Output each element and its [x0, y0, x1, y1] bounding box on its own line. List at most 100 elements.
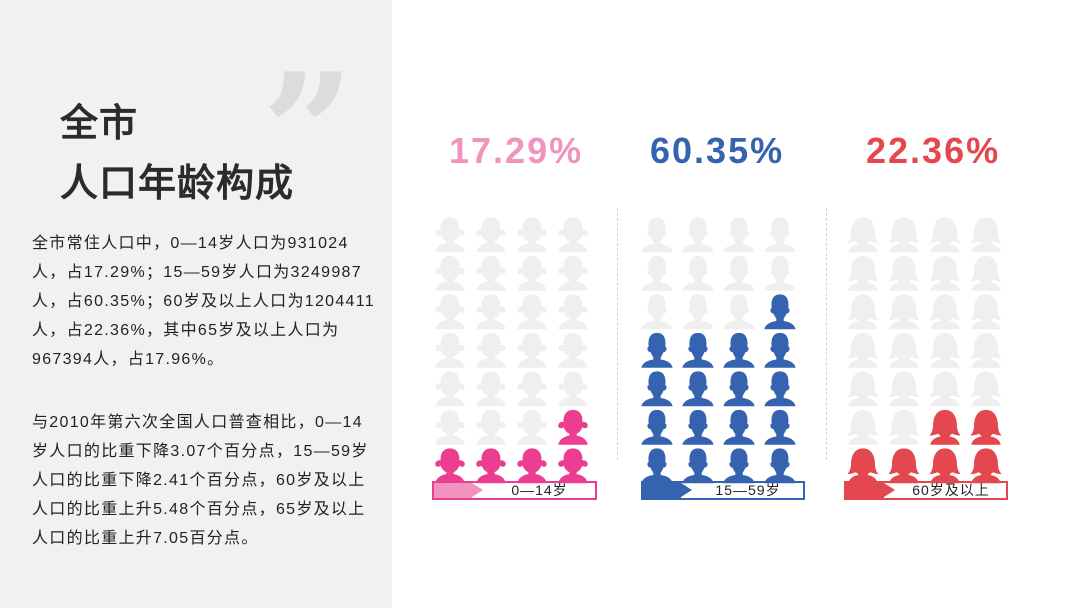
child-icon-empty — [558, 371, 588, 407]
adult-icon-filled — [764, 294, 796, 330]
legend-arrow — [681, 483, 692, 497]
senior-icon-empty — [847, 217, 879, 253]
page-title: 全市 人口年龄构成 — [60, 94, 294, 214]
legend-senior: 60岁及以上 — [844, 481, 1008, 500]
adult-icon-empty — [764, 217, 796, 253]
adult-icon-empty — [723, 255, 755, 291]
legend-arrow — [884, 483, 895, 497]
child-icon-empty — [476, 294, 506, 330]
child-icon-empty — [517, 217, 547, 253]
adult-icon-filled — [682, 371, 714, 407]
child-icon-empty — [476, 371, 506, 407]
child-icon-filled — [558, 448, 588, 484]
adult-icon-filled — [764, 371, 796, 407]
senior-icon-empty — [888, 371, 920, 407]
child-icon-empty — [517, 255, 547, 291]
adult-icon-empty — [641, 294, 673, 330]
child-icon-empty — [558, 332, 588, 368]
legend-label: 0—14岁 — [511, 482, 568, 498]
senior-icon-empty — [970, 371, 1002, 407]
child-icon-filled — [435, 448, 465, 484]
senior-icon-empty — [888, 294, 920, 330]
senior-icon-empty — [888, 409, 920, 445]
senior-icon-empty — [970, 332, 1002, 368]
adult-icon-filled — [723, 332, 755, 368]
legend-swatch — [434, 483, 472, 498]
percent-label-adult: 60.35% — [650, 130, 785, 171]
adult-icon-filled — [723, 409, 755, 445]
legend-swatch — [643, 483, 681, 498]
child-icon-empty — [435, 294, 465, 330]
comparison-paragraph: 与2010年第六次全国人口普查相比，0—14岁人口的比重下降3.07个百分点，1… — [32, 414, 369, 547]
adult-icon-filled — [723, 448, 755, 484]
legend-label: 15—59岁 — [715, 482, 781, 498]
child-icon-filled — [517, 448, 547, 484]
percent-label-child: 17.29% — [449, 130, 584, 171]
adult-icon-empty — [682, 255, 714, 291]
child-icon-empty — [476, 217, 506, 253]
title-line-1: 全市 — [60, 103, 139, 145]
child-icon-empty — [435, 255, 465, 291]
adult-icon-filled — [682, 332, 714, 368]
percent-label-senior: 22.36% — [866, 130, 1001, 171]
senior-icon-empty — [847, 332, 879, 368]
child-icon-empty — [476, 255, 506, 291]
senior-icon-filled — [847, 448, 879, 484]
adult-icon-filled — [682, 409, 714, 445]
legend-adult: 15—59岁 — [641, 481, 805, 500]
senior-icon-empty — [929, 332, 961, 368]
adult-icon-filled — [641, 409, 673, 445]
senior-icon-filled — [888, 448, 920, 484]
senior-icon-filled — [970, 409, 1002, 445]
adult-icon-filled — [764, 332, 796, 368]
adult-icon-filled — [641, 332, 673, 368]
quote-mark-icon: ” — [262, 38, 354, 226]
adult-icon-empty — [723, 217, 755, 253]
child-icon-empty — [517, 371, 547, 407]
senior-icon-empty — [888, 217, 920, 253]
child-icon-empty — [476, 409, 506, 445]
senior-icon-empty — [888, 255, 920, 291]
senior-icon-empty — [888, 332, 920, 368]
icon-group-1 — [435, 217, 588, 484]
senior-icon-empty — [847, 371, 879, 407]
legend-label: 60岁及以上 — [912, 482, 990, 498]
child-icon-empty — [558, 217, 588, 253]
child-icon-empty — [435, 217, 465, 253]
adult-icon-filled — [682, 448, 714, 484]
adult-icon-empty — [641, 217, 673, 253]
adult-icon-filled — [764, 409, 796, 445]
adult-icon-empty — [682, 217, 714, 253]
child-icon-empty — [517, 294, 547, 330]
senior-icon-empty — [929, 217, 961, 253]
senior-icon-empty — [847, 409, 879, 445]
adult-icon-empty — [723, 294, 755, 330]
child-icon-empty — [517, 332, 547, 368]
senior-icon-empty — [929, 255, 961, 291]
child-icon-empty — [476, 332, 506, 368]
adult-icon-empty — [641, 255, 673, 291]
group-divider — [617, 208, 618, 460]
child-icon-empty — [435, 371, 465, 407]
title-line-2: 人口年龄构成 — [60, 163, 295, 205]
child-icon-empty — [558, 255, 588, 291]
child-icon-filled — [476, 448, 506, 484]
senior-icon-filled — [929, 448, 961, 484]
child-icon-empty — [435, 332, 465, 368]
child-icon-filled — [558, 409, 588, 445]
icon-group-2 — [641, 217, 796, 484]
child-icon-empty — [558, 294, 588, 330]
senior-icon-filled — [929, 409, 961, 445]
summary-paragraph: 全市常住人口中，0—14岁人口为931024人，占17.29%；15—59岁人口… — [32, 235, 375, 368]
group-divider — [826, 208, 827, 460]
senior-icon-empty — [929, 371, 961, 407]
adult-icon-empty — [682, 294, 714, 330]
adult-icon-filled — [764, 448, 796, 484]
senior-icon-empty — [847, 255, 879, 291]
legend-swatch — [846, 483, 884, 498]
child-icon-empty — [435, 409, 465, 445]
senior-icon-filled — [970, 448, 1002, 484]
senior-icon-empty — [970, 217, 1002, 253]
adult-icon-empty — [764, 255, 796, 291]
senior-icon-empty — [970, 255, 1002, 291]
